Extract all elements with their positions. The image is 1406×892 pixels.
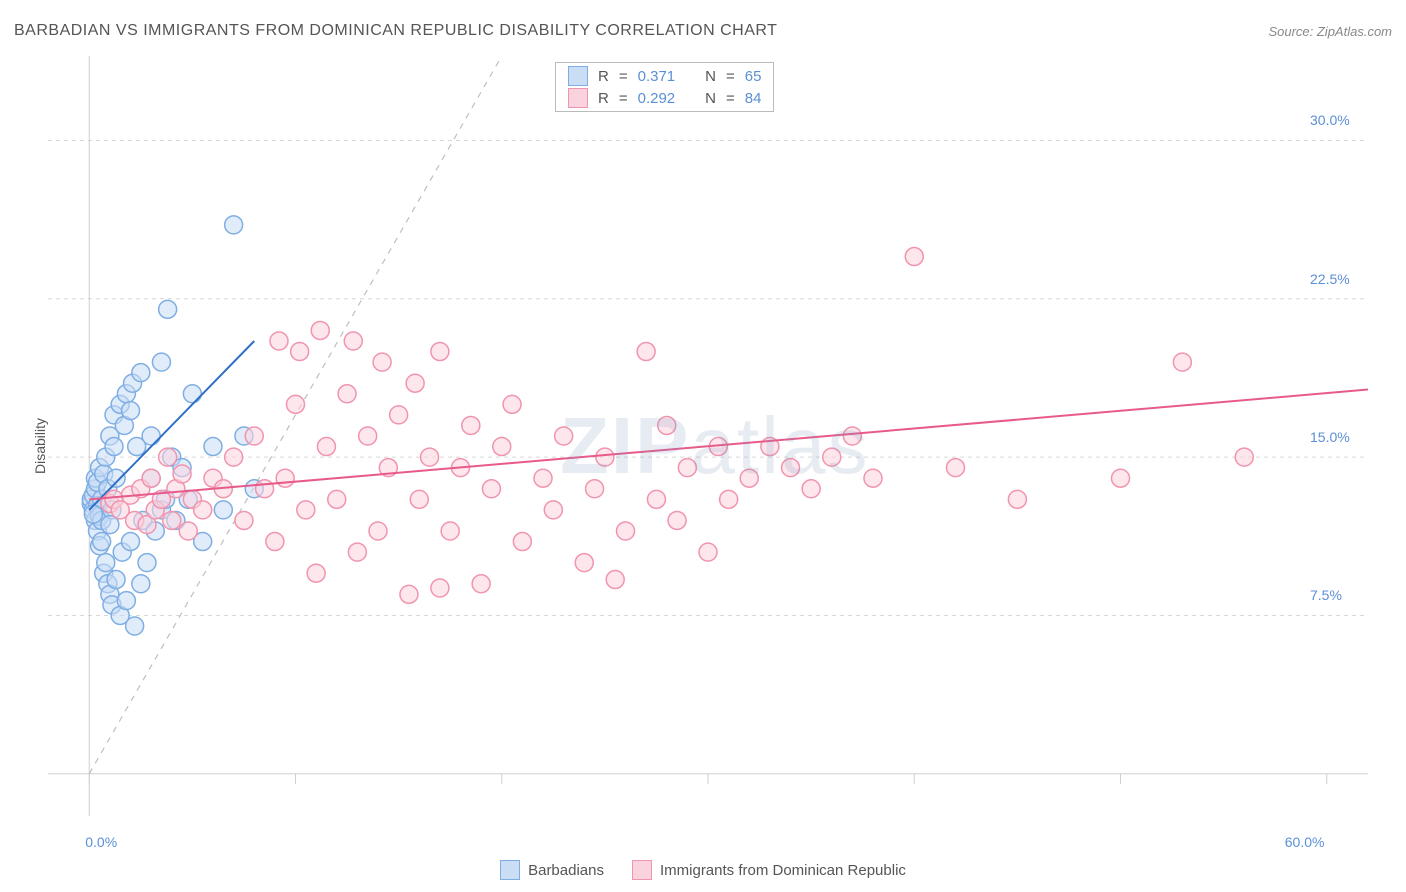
legend-swatch: [568, 66, 588, 86]
n-value: 84: [745, 90, 762, 107]
corr-row-barbadians: R = 0.371 N = 65: [556, 65, 773, 87]
series-legend: Barbadians Immigrants from Dominican Repu…: [0, 860, 1406, 880]
corr-row-dominican: R = 0.292 N = 84: [556, 87, 773, 109]
eq: =: [726, 68, 735, 85]
source-attribution: Source: ZipAtlas.com: [1268, 24, 1392, 39]
y-tick-label: 15.0%: [1310, 429, 1350, 445]
legend-label: Immigrants from Dominican Republic: [660, 862, 906, 879]
r-value: 0.292: [638, 90, 676, 107]
y-tick-label: 7.5%: [1310, 587, 1342, 603]
n-label: N: [705, 90, 716, 107]
legend-swatch: [632, 860, 652, 880]
eq: =: [619, 90, 628, 107]
legend-item-barbadians: Barbadians: [500, 860, 604, 880]
y-tick-label: 30.0%: [1310, 112, 1350, 128]
legend-item-dominican: Immigrants from Dominican Republic: [632, 860, 906, 880]
eq: =: [726, 90, 735, 107]
r-label: R: [598, 90, 609, 107]
x-tick-label: 60.0%: [1285, 834, 1325, 850]
r-value: 0.371: [638, 68, 676, 85]
legend-label: Barbadians: [528, 862, 604, 879]
eq: =: [619, 68, 628, 85]
y-axis-label: Disability: [32, 418, 48, 474]
x-tick-label: 0.0%: [85, 834, 117, 850]
n-label: N: [705, 68, 716, 85]
n-value: 65: [745, 68, 762, 85]
correlation-legend: R = 0.371 N = 65 R = 0.292 N = 84: [555, 62, 774, 112]
r-label: R: [598, 68, 609, 85]
legend-swatch: [500, 860, 520, 880]
scatter-plot: [48, 56, 1368, 816]
y-tick-label: 22.5%: [1310, 271, 1350, 287]
chart-title: BARBADIAN VS IMMIGRANTS FROM DOMINICAN R…: [14, 22, 777, 40]
legend-swatch: [568, 88, 588, 108]
